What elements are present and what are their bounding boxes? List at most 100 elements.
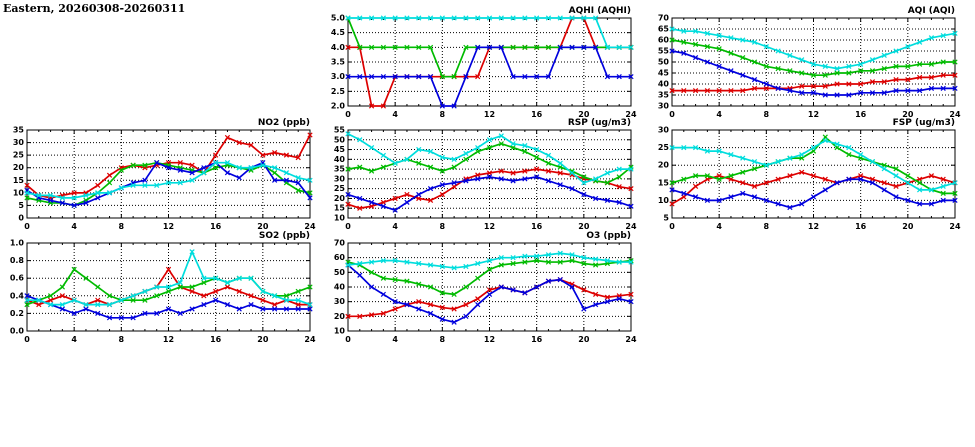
svg-text:0.8: 0.8 — [10, 256, 25, 265]
so2-plot-canvas: 0.0 0.2 0.4 0.6 0.8 1.0 0 4 8 12 16 20 24 — [10, 239, 316, 345]
chart-so2: SO2 (ppb) 0.0 0.2 0.4 0.6 0.8 1.0 0 4 8 12 16 20 24 — [0, 230, 322, 350]
svg-text:5: 5 — [663, 214, 669, 223]
svg-text:50: 50 — [334, 135, 346, 144]
svg-text:0.6: 0.6 — [10, 274, 25, 283]
svg-text:2.5: 2.5 — [331, 87, 346, 96]
fsp-plot-canvas: 5 10 15 20 25 30 0 4 8 12 16 20 24 — [658, 126, 961, 232]
svg-text:10: 10 — [334, 214, 346, 223]
svg-text:5.0: 5.0 — [331, 14, 346, 23]
aqi-plot: 30 35 40 45 50 55 60 65 70 0 4 8 12 16 20 24 — [645, 5, 967, 127]
svg-text:2.0: 2.0 — [331, 102, 346, 111]
aqi-series-cyan — [669, 26, 958, 72]
chart-title-aqhi: AQHI (AQHI) — [568, 6, 631, 16]
svg-text:40: 40 — [658, 80, 670, 89]
fsp-series-blue — [669, 176, 958, 211]
chart-title-no2: NO2 (ppb) — [257, 118, 310, 128]
svg-text:20: 20 — [334, 312, 346, 321]
svg-text:40: 40 — [334, 155, 346, 164]
svg-text:10: 10 — [334, 327, 346, 336]
rsp-series-cyan — [345, 131, 634, 186]
svg-text:35: 35 — [13, 126, 25, 135]
svg-text:4: 4 — [392, 335, 398, 344]
svg-text:45: 45 — [334, 145, 346, 154]
chart-title-so2: SO2 (ppb) — [258, 231, 310, 241]
aqi-series-blue — [669, 48, 958, 98]
svg-text:70: 70 — [334, 239, 346, 248]
svg-text:16: 16 — [531, 222, 543, 231]
svg-text:30: 30 — [334, 174, 346, 183]
svg-text:16: 16 — [531, 335, 543, 344]
chart-title-fsp: FSP (ug/m3) — [892, 118, 955, 128]
o3-plot: 10 20 30 40 50 60 70 0 4 8 12 16 20 24 — [321, 230, 643, 352]
chart-aqhi: AQHI (AQHI) 2.0 2.5 3.0 3.5 4.0 4.5 5.0 0 4 8 12 16… — [321, 5, 643, 125]
svg-text:4: 4 — [71, 335, 77, 344]
svg-text:16: 16 — [855, 110, 867, 119]
chart-no2: NO2 (ppb) 0 5 10 15 20 25 30 35 0 4 8 12 16 20 24 — [0, 117, 322, 237]
svg-text:20: 20 — [257, 335, 269, 344]
svg-text:8: 8 — [440, 222, 446, 231]
svg-text:24: 24 — [949, 222, 961, 231]
svg-text:12: 12 — [163, 335, 174, 344]
svg-text:4.0: 4.0 — [331, 43, 346, 52]
chart-fsp: FSP (ug/m3) 5 10 15 20 25 30 0 4 8 12 16 20 24 — [645, 117, 967, 237]
svg-text:20: 20 — [902, 110, 914, 119]
svg-text:24: 24 — [625, 222, 637, 231]
no2-plot-canvas: 0 5 10 15 20 25 30 35 0 4 8 12 16 20 24 — [13, 126, 316, 232]
svg-text:0: 0 — [345, 110, 351, 119]
svg-text:24: 24 — [625, 110, 637, 119]
svg-text:0: 0 — [24, 222, 30, 231]
svg-text:3.5: 3.5 — [331, 58, 346, 67]
svg-text:12: 12 — [808, 110, 819, 119]
aqhi-plot-canvas: 2.0 2.5 3.0 3.5 4.0 4.5 5.0 0 4 8 12 16 20 24 — [331, 14, 637, 120]
svg-text:24: 24 — [304, 222, 316, 231]
svg-text:60: 60 — [658, 36, 670, 45]
svg-text:20: 20 — [578, 335, 590, 344]
svg-text:8: 8 — [440, 110, 446, 119]
aqhi-series-blue — [345, 44, 634, 109]
chart-title-o3: O3 (ppb) — [586, 231, 631, 241]
svg-text:24: 24 — [949, 110, 961, 119]
svg-text:12: 12 — [484, 222, 495, 231]
rsp-plot: 10 15 20 25 30 35 40 45 50 55 0 4 8 12 16 20 24 — [321, 117, 643, 239]
svg-text:8: 8 — [440, 335, 446, 344]
svg-text:10: 10 — [13, 188, 25, 197]
svg-text:60: 60 — [334, 253, 346, 262]
svg-text:10: 10 — [658, 196, 670, 205]
svg-text:8: 8 — [119, 222, 125, 231]
no2-plot: 0 5 10 15 20 25 30 35 0 4 8 12 16 20 24 — [0, 117, 322, 239]
svg-text:0.0: 0.0 — [10, 327, 25, 336]
svg-text:3.0: 3.0 — [331, 72, 346, 81]
fsp-plot: 5 10 15 20 25 30 0 4 8 12 16 20 24 — [645, 117, 967, 239]
so2-series-cyan — [24, 249, 313, 308]
svg-text:0: 0 — [24, 335, 30, 344]
svg-text:4: 4 — [392, 222, 398, 231]
svg-text:8: 8 — [119, 335, 125, 344]
no2-series-cyan — [24, 160, 313, 201]
aqi-plot-canvas: 30 35 40 45 50 55 60 65 70 0 4 8 12 16 20 24 — [658, 14, 961, 120]
rsp-series-red — [345, 166, 634, 211]
svg-text:16: 16 — [855, 222, 867, 231]
svg-text:50: 50 — [658, 58, 670, 67]
svg-text:25: 25 — [658, 143, 670, 152]
svg-text:20: 20 — [578, 110, 590, 119]
o3-series-cyan — [345, 250, 634, 271]
svg-text:12: 12 — [484, 110, 495, 119]
svg-text:16: 16 — [531, 110, 543, 119]
svg-text:20: 20 — [578, 222, 590, 231]
o3-plot-canvas: 10 20 30 40 50 60 70 0 4 8 12 16 20 24 — [334, 239, 637, 345]
chart-title-aqi: AQI (AQI) — [907, 6, 955, 16]
svg-text:0.4: 0.4 — [10, 291, 25, 300]
svg-text:55: 55 — [334, 126, 346, 135]
chart-title-rsp: RSP (ug/m3) — [567, 118, 631, 128]
aqhi-plot: 2.0 2.5 3.0 3.5 4.0 4.5 5.0 0 4 8 12 16 20 24 — [321, 5, 643, 127]
aqhi-series-cyan — [345, 15, 634, 50]
aqi-series-red — [669, 72, 958, 94]
svg-text:1.0: 1.0 — [10, 239, 25, 248]
svg-text:30: 30 — [658, 126, 670, 135]
chart-rsp: RSP (ug/m3) 10 15 20 25 30 35 40 45 50 55 0 4 8 12 16 2… — [321, 117, 643, 237]
svg-text:0: 0 — [669, 110, 675, 119]
svg-text:65: 65 — [658, 25, 670, 34]
svg-text:55: 55 — [658, 47, 670, 56]
page-title: Eastern, 20260308-20260311 — [3, 2, 186, 15]
svg-text:0.2: 0.2 — [10, 309, 24, 318]
